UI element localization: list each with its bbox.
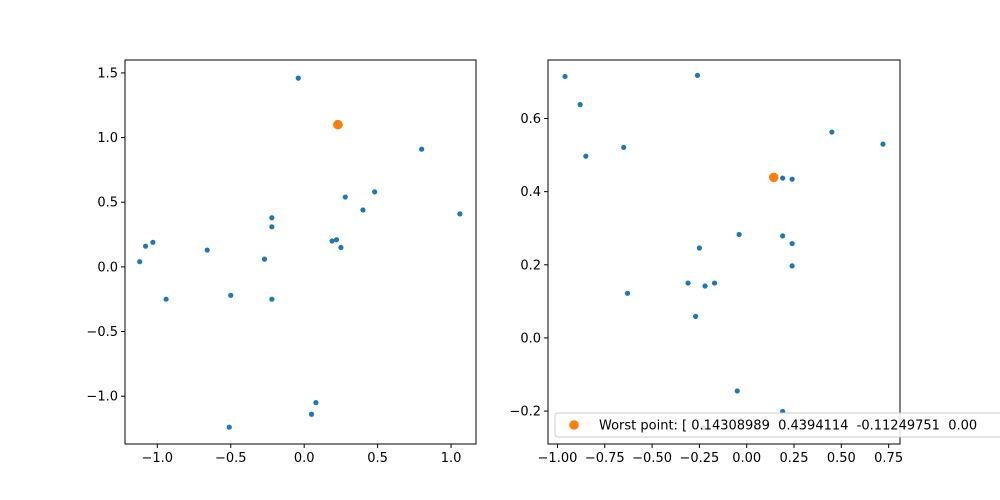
data-point <box>457 211 463 217</box>
y-tick-label: 0.6 <box>520 112 541 127</box>
x-tick-label: 0.00 <box>732 451 761 466</box>
data-point <box>269 215 275 221</box>
legend-label-worst-point: Worst point: [ 0.14308989 0.4394114 -0.1… <box>599 419 977 434</box>
data-point <box>226 424 232 430</box>
x-tick-label: 0.50 <box>827 451 856 466</box>
data-point <box>313 400 319 406</box>
y-tick-label: 1.0 <box>97 131 118 146</box>
data-point <box>789 263 795 269</box>
data-point <box>342 194 348 200</box>
data-point <box>583 153 589 159</box>
data-point <box>163 296 169 302</box>
data-point <box>696 245 702 251</box>
legend-box <box>554 412 1000 438</box>
data-point <box>702 283 708 289</box>
x-tick-label: −0.25 <box>679 451 719 466</box>
y-tick-label: 0.0 <box>520 331 541 346</box>
data-point <box>694 72 701 78</box>
data-point <box>228 292 234 298</box>
worst-point-marker <box>768 172 779 183</box>
data-point <box>360 207 366 213</box>
data-point <box>624 290 631 296</box>
x-tick-label: 0.25 <box>780 451 809 466</box>
data-point <box>269 296 275 302</box>
x-tick-label: −1.00 <box>538 451 578 466</box>
right-subplot: −1.00 −0.75 −0.50 −0.25 0.00 0.25 0.50 0.75 −0.2… <box>509 59 903 466</box>
y-tick-label: −0.5 <box>86 325 118 340</box>
data-point <box>780 175 786 181</box>
x-tick-label: 0.75 <box>874 451 903 466</box>
left-subplot: −1.0 −0.5 0.0 0.5 1.0 −1.0 −0.5 0.0 0.5 1.0 1.5 <box>86 59 477 466</box>
data-point <box>333 237 340 243</box>
y-tick-label: −1.0 <box>86 390 118 405</box>
data-point <box>419 146 425 152</box>
data-point <box>829 129 835 135</box>
x-tick-label: 1.0 <box>441 451 462 466</box>
data-point <box>577 102 583 108</box>
data-point <box>295 75 301 81</box>
data-point <box>137 259 143 265</box>
worst-point-marker <box>333 119 343 130</box>
data-point <box>693 313 699 319</box>
data-point <box>329 238 335 244</box>
axes-frame <box>124 59 477 445</box>
y-tick-label: 1.5 <box>97 66 118 81</box>
data-point <box>734 388 740 394</box>
data-point <box>621 144 627 151</box>
data-point <box>789 240 795 247</box>
data-point <box>261 256 268 262</box>
y-tick-label: −0.2 <box>509 405 541 420</box>
data-point <box>780 233 786 239</box>
data-point <box>269 224 275 230</box>
data-point <box>338 244 344 251</box>
x-tick-label: −0.75 <box>585 451 625 466</box>
x-tick-label: −1.0 <box>142 451 174 466</box>
x-tick-label: 0.5 <box>367 451 388 466</box>
data-point <box>880 141 886 147</box>
data-point <box>150 239 156 245</box>
x-tick-label: 0.0 <box>294 451 315 466</box>
data-point <box>685 280 691 286</box>
x-tick-label: −0.5 <box>215 451 247 466</box>
y-tick-label: 0.5 <box>97 196 118 211</box>
data-point <box>789 176 795 182</box>
legend: Worst point: [ 0.14308989 0.4394114 -0.1… <box>554 412 1000 438</box>
data-point <box>142 243 149 249</box>
y-tick-label: 0.4 <box>520 185 541 200</box>
legend-marker-worst-point <box>569 420 579 430</box>
y-tick-label: 0.2 <box>520 258 541 273</box>
y-tick-label: 0.0 <box>97 260 118 275</box>
data-point <box>372 189 378 195</box>
data-point <box>562 73 568 80</box>
axes-frame <box>547 59 901 445</box>
data-point <box>204 247 210 253</box>
data-point <box>736 231 742 238</box>
x-tick-label: −0.50 <box>632 451 672 466</box>
data-point <box>308 411 315 417</box>
data-point <box>711 280 718 286</box>
